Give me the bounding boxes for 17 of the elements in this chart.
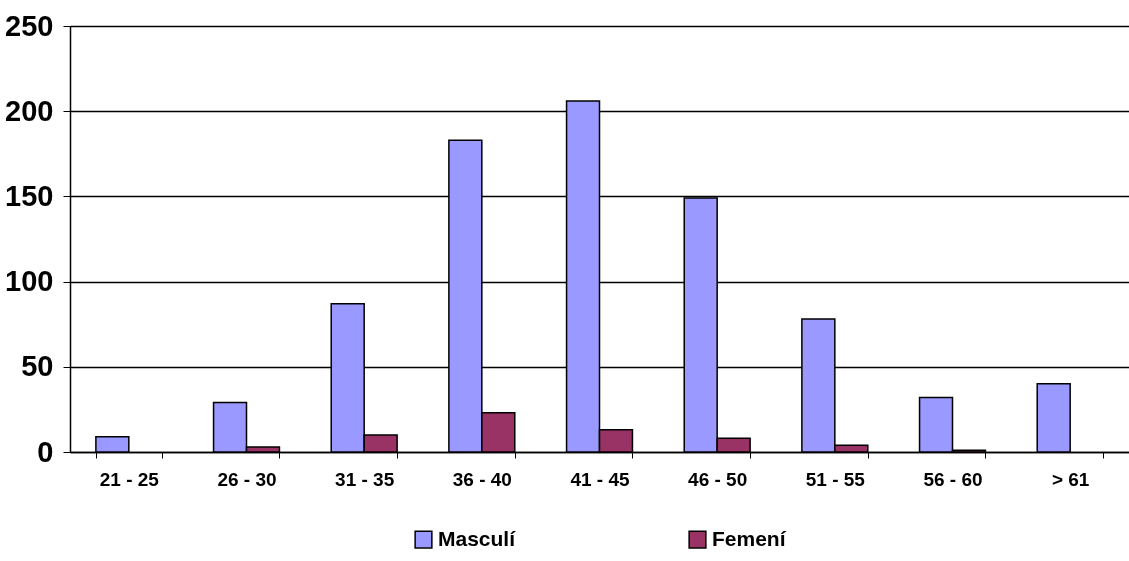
x-tick-label: 21 - 25 [99, 468, 160, 490]
y-tick-label: 250 [5, 9, 54, 42]
x-tick-label: > 61 [1051, 468, 1090, 490]
x-tick-label: 26 - 30 [217, 468, 277, 490]
x-tick-label: 56 - 60 [923, 468, 983, 490]
y-tick-label: 200 [5, 94, 54, 127]
y-tick-label: 100 [5, 265, 54, 298]
y-tick-label: 150 [5, 179, 54, 212]
y-tick-label: 0 [37, 435, 54, 468]
x-tick-label: 31 - 35 [335, 468, 395, 490]
x-tick-label: 36 - 40 [452, 468, 512, 490]
x-tick-label: 46 - 50 [688, 468, 748, 490]
legend-label: Masculí [438, 526, 517, 550]
x-tick-label: 51 - 55 [805, 468, 866, 490]
x-tick-label: 41 - 45 [570, 468, 631, 490]
legend-label: Femení [712, 526, 787, 550]
y-tick-label: 50 [21, 350, 54, 383]
